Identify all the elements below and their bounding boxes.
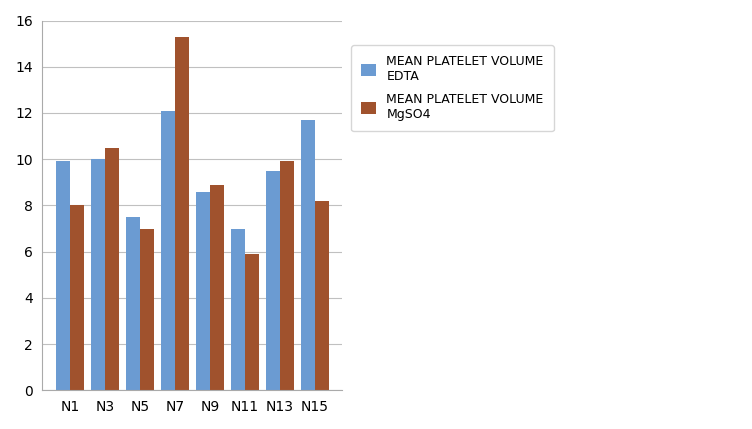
Bar bbox=[314, 201, 329, 390]
Bar bbox=[301, 120, 314, 390]
Bar bbox=[244, 254, 259, 390]
Bar bbox=[56, 161, 70, 390]
Bar bbox=[265, 171, 280, 390]
Bar bbox=[175, 36, 189, 390]
Bar bbox=[280, 161, 293, 390]
Legend: MEAN PLATELET VOLUME
EDTA, MEAN PLATELET VOLUME
MgSO4: MEAN PLATELET VOLUME EDTA, MEAN PLATELET… bbox=[351, 45, 553, 131]
Bar bbox=[161, 111, 175, 390]
Bar bbox=[105, 148, 119, 390]
Bar bbox=[140, 229, 154, 390]
Bar bbox=[231, 229, 244, 390]
Bar bbox=[91, 159, 105, 390]
Bar bbox=[126, 217, 140, 390]
Bar bbox=[70, 205, 84, 390]
Bar bbox=[210, 184, 224, 390]
Bar bbox=[196, 191, 210, 390]
